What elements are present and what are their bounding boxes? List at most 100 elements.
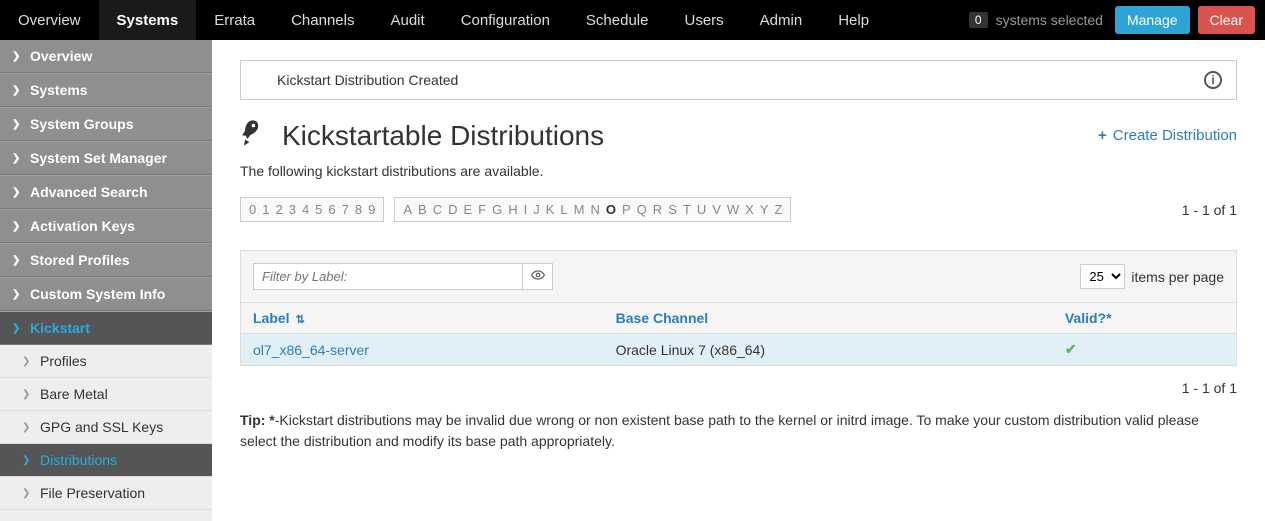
sidebar-item-label: System Groups (30, 116, 133, 132)
alpha-digit-4[interactable]: 4 (302, 202, 309, 217)
topnav-item-schedule[interactable]: Schedule (568, 0, 667, 40)
alpha-letter-O[interactable]: O (606, 202, 616, 217)
alpha-letter-J[interactable]: J (533, 202, 540, 217)
alpha-letter-E[interactable]: E (463, 202, 472, 217)
alpha-letters: ABCDEFGHIJKLMNOPQRSTUVWXYZ (394, 197, 791, 222)
topnav-item-admin[interactable]: Admin (742, 0, 821, 40)
sidebar-item-activation-keys[interactable]: ❯Activation Keys (0, 209, 212, 243)
sidebar-item-label: Kickstart (30, 320, 90, 336)
sidebar-item-custom-system-info[interactable]: ❯Custom System Info (0, 277, 212, 311)
alpha-letter-D[interactable]: D (448, 202, 457, 217)
alpha-letter-G[interactable]: G (492, 202, 502, 217)
col-valid-[interactable]: Valid?* (1053, 303, 1236, 334)
sidebar-child-profiles[interactable]: ❯Profiles (0, 345, 212, 378)
col-base-channel[interactable]: Base Channel (604, 303, 1053, 334)
per-page-select[interactable]: 25 (1080, 264, 1125, 289)
range-top: 1 - 1 of 1 (1182, 202, 1237, 218)
chevron-right-icon: ❯ (12, 153, 22, 164)
sidebar-item-stored-profiles[interactable]: ❯Stored Profiles (0, 243, 212, 277)
alpha-letter-V[interactable]: V (712, 202, 721, 217)
chevron-right-icon: ❯ (12, 119, 22, 130)
alpha-letter-Y[interactable]: Y (760, 202, 769, 217)
alpha-letter-X[interactable]: X (745, 202, 754, 217)
sidebar-item-kickstart[interactable]: ❯Kickstart (0, 311, 212, 345)
create-distribution-link[interactable]: + Create Distribution (1098, 127, 1237, 144)
topnav-item-systems[interactable]: Systems (99, 0, 197, 40)
alpha-digit-6[interactable]: 6 (328, 202, 335, 217)
topnav-right: 0systems selectedManageClear (969, 0, 1265, 40)
chevron-right-icon: ❯ (12, 85, 22, 96)
filter-apply-button[interactable] (523, 263, 553, 290)
page-title: Kickstartable Distributions (282, 120, 604, 152)
per-page-control: 25 items per page (1080, 264, 1224, 289)
topnav-item-help[interactable]: Help (820, 0, 887, 40)
layout: ❯Overview❯Systems❯System Groups❯System S… (0, 40, 1265, 521)
sidebar-item-label: Advanced Search (30, 184, 148, 200)
alpha-letter-K[interactable]: K (546, 202, 555, 217)
sidebar-child-kickstart-snippets[interactable]: ❯Kickstart Snippets (0, 510, 212, 521)
sidebar-item-label: Overview (30, 48, 92, 64)
distributions-table: Label ⇅Base ChannelValid?* ol7_x86_64-se… (241, 302, 1236, 365)
sidebar-child-label: Bare Metal (40, 386, 108, 402)
tip-prefix: Tip: * (240, 412, 275, 428)
filter-input[interactable] (253, 263, 523, 290)
chevron-right-icon: ❯ (12, 289, 22, 300)
sidebar-child-bare-metal[interactable]: ❯Bare Metal (0, 378, 212, 411)
manage-button[interactable]: Manage (1115, 6, 1190, 34)
sidebar-item-overview[interactable]: ❯ Overview (0, 40, 212, 73)
alpha-letter-M[interactable]: M (574, 202, 585, 217)
sidebar-item-label: Activation Keys (30, 218, 135, 234)
alpha-letter-Z[interactable]: Z (775, 202, 783, 217)
alpha-letter-C[interactable]: C (433, 202, 442, 217)
topnav-item-configuration[interactable]: Configuration (443, 0, 568, 40)
alpha-letter-W[interactable]: W (727, 202, 739, 217)
sidebar-item-advanced-search[interactable]: ❯Advanced Search (0, 175, 212, 209)
clear-button[interactable]: Clear (1198, 6, 1255, 34)
sidebar-child-label: File Preservation (40, 485, 145, 501)
col-label[interactable]: Label ⇅ (241, 303, 604, 334)
filter-wrap (253, 263, 553, 290)
alpha-letter-S[interactable]: S (668, 202, 677, 217)
alpha-letter-A[interactable]: A (403, 202, 412, 217)
alpha-letter-I[interactable]: I (524, 202, 528, 217)
sidebar-child-label: Distributions (40, 452, 117, 468)
sidebar-child-gpg-and-ssl-keys[interactable]: ❯GPG and SSL Keys (0, 411, 212, 444)
sidebar-item-system-groups[interactable]: ❯ System Groups (0, 107, 212, 141)
alpha-digits: 0123456789 (240, 197, 384, 222)
sidebar-child-distributions[interactable]: ❯Distributions (0, 444, 212, 477)
alpha-letter-L[interactable]: L (560, 202, 567, 217)
alpha-digit-2[interactable]: 2 (275, 202, 282, 217)
topnav-item-errata[interactable]: Errata (196, 0, 273, 40)
alpha-letter-B[interactable]: B (418, 202, 427, 217)
alpha-letter-N[interactable]: N (590, 202, 599, 217)
alpha-letter-P[interactable]: P (622, 202, 631, 217)
alpha-digit-3[interactable]: 3 (289, 202, 296, 217)
alpha-digit-8[interactable]: 8 (355, 202, 362, 217)
sidebar: ❯Overview❯Systems❯System Groups❯System S… (0, 40, 212, 521)
sidebar-item-systems[interactable]: ❯Systems (0, 73, 212, 107)
sidebar-child-label: Profiles (40, 353, 87, 369)
alpha-digit-0[interactable]: 0 (249, 202, 256, 217)
distribution-label-link[interactable]: ol7_x86_64-server (253, 342, 369, 358)
alpha-letter-F[interactable]: F (478, 202, 486, 217)
alpha-digit-9[interactable]: 9 (368, 202, 375, 217)
table-row[interactable]: ol7_x86_64-serverOracle Linux 7 (x86_64)… (241, 334, 1236, 366)
alpha-letter-T[interactable]: T (683, 202, 691, 217)
topnav-item-channels[interactable]: Channels (273, 0, 372, 40)
alpha-digit-1[interactable]: 1 (262, 202, 269, 217)
alpha-digit-5[interactable]: 5 (315, 202, 322, 217)
sidebar-child-file-preservation[interactable]: ❯File Preservation (0, 477, 212, 510)
sidebar-item-system-set-manager[interactable]: ❯System Set Manager (0, 141, 212, 175)
alpha-digit-7[interactable]: 7 (342, 202, 349, 217)
alpha-letter-H[interactable]: H (508, 202, 517, 217)
topnav-item-overview[interactable]: Overview (0, 0, 99, 40)
info-icon[interactable]: i (1204, 71, 1222, 89)
list-toolbar: 25 items per page (241, 251, 1236, 302)
sort-icon: ⇅ (293, 314, 305, 326)
topnav-item-audit[interactable]: Audit (372, 0, 442, 40)
topnav-item-users[interactable]: Users (666, 0, 741, 40)
chevron-right-icon: ❯ (12, 51, 22, 62)
alpha-letter-Q[interactable]: Q (637, 202, 647, 217)
alpha-letter-U[interactable]: U (697, 202, 706, 217)
alpha-letter-R[interactable]: R (653, 202, 662, 217)
